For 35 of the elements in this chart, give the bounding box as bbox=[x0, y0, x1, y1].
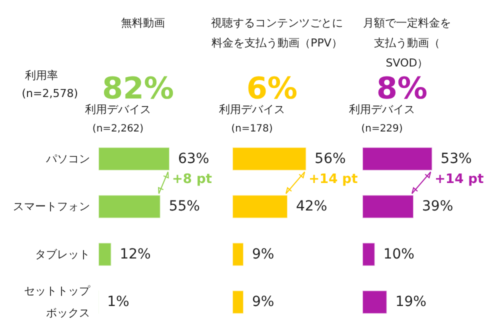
data-label: 53% bbox=[440, 150, 472, 167]
y-tick-label: タブレット bbox=[35, 248, 90, 261]
data-label: 55% bbox=[168, 198, 200, 215]
y-tick-label: パソコン bbox=[45, 152, 90, 166]
text: +14 pt bbox=[308, 172, 358, 187]
text: +14 pt bbox=[434, 172, 484, 187]
data-label: 56% bbox=[314, 150, 346, 167]
chart-title: 視聴するコンテンツごとに料金を支払う動画（PPV） bbox=[211, 16, 343, 50]
data-label: 9% bbox=[252, 246, 274, 262]
bar bbox=[98, 146, 170, 171]
text: 利用デバイス bbox=[85, 103, 151, 116]
bar bbox=[362, 194, 414, 219]
text: (n=178) bbox=[231, 124, 273, 134]
bar bbox=[362, 290, 388, 314]
data-label: 42% bbox=[296, 198, 328, 215]
y-tick-label: セットトップボックス bbox=[24, 284, 91, 320]
data-label: 10% bbox=[383, 246, 414, 262]
chart-title: 無料動画 bbox=[121, 16, 165, 30]
text: (n=229) bbox=[361, 124, 403, 134]
y-tick-label: スマートフォン bbox=[13, 200, 90, 214]
data-label: 9% bbox=[252, 294, 274, 310]
data-label: 39% bbox=[422, 198, 454, 215]
chart-title: 月額で一定料金を支払う動画（SVOD） bbox=[363, 16, 451, 70]
text: 利用率 bbox=[25, 69, 58, 82]
bar bbox=[362, 146, 433, 171]
data-label: 19% bbox=[395, 294, 426, 310]
bar bbox=[98, 194, 161, 219]
bar bbox=[98, 242, 112, 266]
text: (n=2,578) bbox=[22, 87, 78, 100]
text: (n=2,262) bbox=[92, 124, 144, 134]
data-label: 63% bbox=[178, 150, 210, 167]
text: +8 pt bbox=[172, 172, 212, 187]
data-label: 12% bbox=[120, 246, 151, 262]
bar bbox=[362, 242, 376, 266]
data-label: 1% bbox=[107, 294, 130, 310]
